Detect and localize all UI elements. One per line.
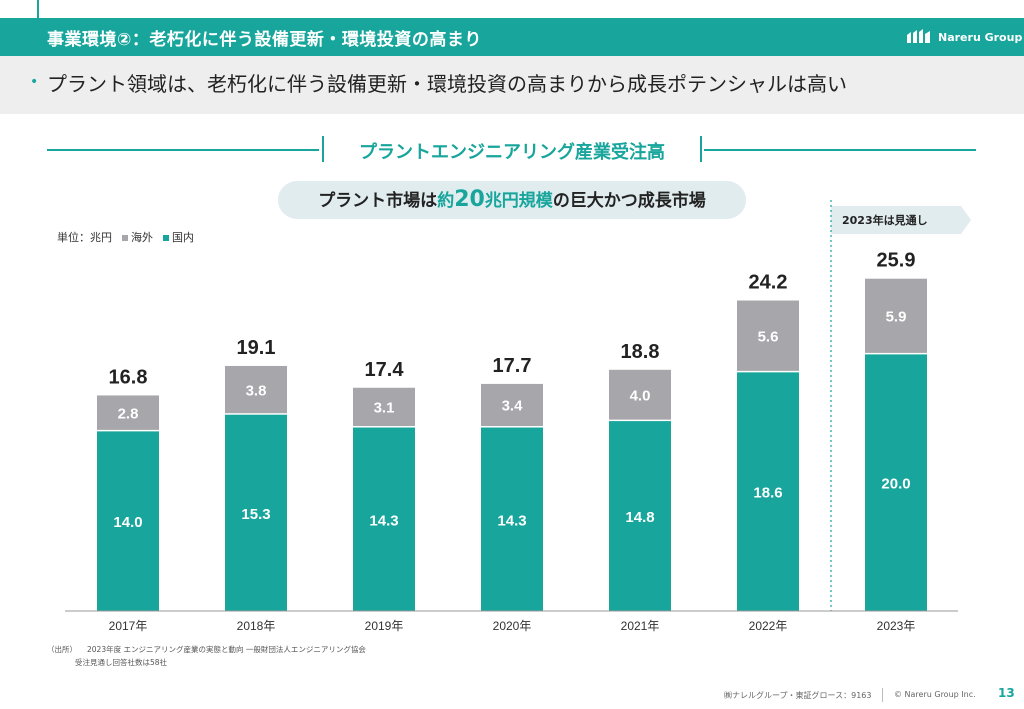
legend-item-domestic: 国内: [163, 229, 194, 245]
bar-overseas-0: [97, 395, 159, 430]
company-logo: Nareru Group: [906, 27, 1022, 47]
legend-swatch-domestic: [163, 235, 169, 241]
callout-number: 20: [454, 187, 485, 212]
bar-overseas-5: [737, 300, 799, 371]
bar-overseas-3: [481, 383, 543, 427]
x-tick-5: 2022年: [749, 619, 788, 633]
callout-about: 約: [437, 191, 455, 211]
market-callout: プラント市場は約20兆円規模の巨大かつ成長市場: [278, 181, 746, 219]
legend-unit: 単位：兆円: [57, 231, 112, 244]
bar-domestic-3: [481, 427, 543, 611]
x-tick-2: 2019年: [365, 619, 404, 633]
section-rule-left: [47, 149, 319, 151]
section-bracket-right: [700, 136, 702, 162]
label-overseas-3: 3.4: [502, 398, 524, 415]
x-tick-0: 2017年: [109, 619, 148, 633]
label-overseas-6: 5.9: [886, 309, 907, 326]
callout-pre: プラント市場は: [318, 191, 438, 211]
footer-copyright: © Nareru Group Inc.: [894, 690, 976, 699]
label-total-4: 18.8: [621, 341, 660, 363]
label-domestic-4: 14.8: [625, 509, 654, 526]
legend-swatch-overseas: [122, 235, 128, 241]
label-domestic-3: 14.3: [497, 512, 526, 529]
x-tick-4: 2021年: [621, 619, 660, 633]
footer-company: ㈱ナレルグループ・東証グロース：9163: [724, 691, 872, 700]
bar-overseas-4: [609, 369, 671, 420]
label-domestic-5: 18.6: [753, 485, 782, 502]
label-overseas-4: 4.0: [630, 387, 651, 404]
source-line-1: 2023年度 エンジニアリング産業の実態と動向 一般財団法人エンジニアリング協会: [87, 645, 366, 654]
label-overseas-2: 3.1: [374, 400, 395, 417]
label-total-5: 24.2: [749, 272, 788, 294]
bar-domestic-0: [97, 431, 159, 611]
label-total-3: 17.7: [493, 355, 532, 377]
section-bracket-left: [322, 136, 324, 162]
source-line-2: 受注見通し回答社数は58社: [75, 658, 168, 667]
bar-overseas-2: [353, 387, 415, 427]
label-domestic-1: 15.3: [241, 506, 270, 523]
legend-label-domestic: 国内: [172, 231, 194, 244]
bar-domestic-6: [865, 354, 927, 611]
forecast-tag-text: 2023年は見通し: [842, 214, 928, 227]
footer-divider: [882, 688, 883, 702]
subtitle-bullet: •: [30, 74, 39, 90]
x-tick-6: 2023年: [877, 619, 916, 633]
label-domestic-2: 14.3: [369, 512, 398, 529]
logo-mark-icon: [907, 29, 930, 43]
legend-item-overseas: 海外: [122, 229, 153, 245]
label-total-6: 25.9: [877, 250, 916, 272]
header-tick: [37, 0, 39, 18]
label-total-1: 19.1: [237, 337, 276, 359]
bar-domestic-5: [737, 372, 799, 611]
legend-label-overseas: 海外: [131, 231, 153, 244]
label-overseas-5: 5.6: [758, 328, 779, 345]
label-domestic-0: 14.0: [113, 514, 142, 531]
x-tick-1: 2018年: [237, 619, 276, 633]
page-title: 事業環境②：老朽化に伴う設備更新・環境投資の高まり: [47, 30, 482, 50]
header-band: [0, 18, 1024, 56]
logo-text: Nareru Group: [938, 30, 1023, 44]
bar-overseas-6: [865, 278, 927, 353]
label-total-0: 16.8: [109, 366, 148, 388]
label-overseas-0: 2.8: [118, 405, 139, 422]
forecast-tag-shape: [831, 206, 971, 234]
bar-domestic-2: [353, 427, 415, 611]
section-rule-right: [704, 149, 976, 151]
header-bar: [0, 0, 1024, 58]
subtitle-band: [0, 56, 1024, 114]
bar-domestic-1: [225, 414, 287, 611]
label-domestic-6: 20.0: [881, 476, 910, 493]
bar-domestic-4: [609, 421, 671, 611]
source-note: （出所） 2023年度 エンジニアリング産業の実態と動向 一般財団法人エンジニアリ…: [47, 643, 366, 669]
subtitle-text: プラント領域は、老朽化に伴う設備更新・環境投資の高まりから成長ポテンシャルは高い: [47, 72, 847, 96]
chart-legend: 単位：兆円 海外 国内: [57, 229, 194, 245]
page-number: 13: [998, 686, 1015, 700]
callout-unit: 兆円規模: [484, 191, 553, 211]
label-overseas-1: 3.8: [246, 382, 267, 399]
chart-section-title: プラントエンジニアリング産業受注高: [359, 142, 665, 163]
bar-overseas-1: [225, 365, 287, 414]
callout-post: の巨大かつ成長市場: [552, 191, 706, 211]
label-total-2: 17.4: [365, 359, 405, 381]
x-tick-3: 2020年: [493, 619, 532, 633]
source-label: （出所）: [47, 645, 77, 654]
